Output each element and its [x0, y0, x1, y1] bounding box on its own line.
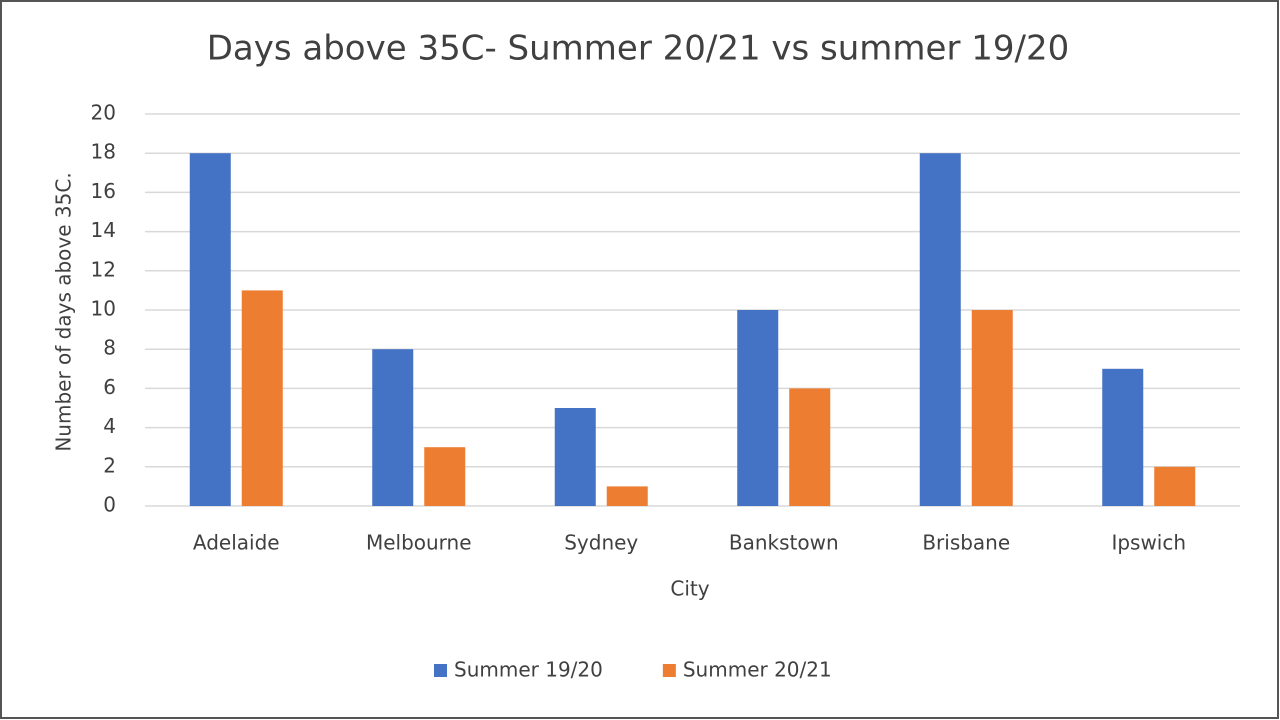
x-tick-label: Sydney	[564, 531, 638, 555]
x-tick-label: Adelaide	[193, 531, 280, 555]
y-tick-label: 2	[103, 453, 116, 477]
y-tick-label: 14	[91, 218, 116, 242]
bar	[971, 310, 1013, 506]
y-tick-label: 18	[91, 140, 116, 164]
legend-label: Summer 19/20	[454, 658, 603, 682]
legend-label: Summer 20/21	[683, 658, 832, 682]
x-tick-label: Ipswich	[1111, 531, 1186, 555]
legend-swatch	[434, 664, 447, 677]
bar	[1154, 466, 1196, 506]
chart-title: Days above 35C- Summer 20/21 vs summer 1…	[207, 29, 1070, 69]
x-axis-title: City	[670, 577, 709, 601]
bar	[1102, 368, 1144, 506]
bar	[189, 153, 231, 506]
x-tick-label: Brisbane	[922, 531, 1010, 555]
bar	[606, 486, 648, 506]
y-tick-label: 6	[103, 375, 116, 399]
y-tick-label: 4	[103, 414, 116, 438]
bar	[737, 310, 779, 506]
y-tick-label: 20	[91, 101, 116, 125]
bar	[789, 388, 831, 506]
legend-swatch	[662, 664, 676, 677]
bar	[372, 349, 414, 506]
x-tick-label: Bankstown	[729, 531, 839, 555]
y-tick-label: 8	[103, 336, 116, 360]
y-tick-label: 16	[91, 179, 116, 203]
bar	[241, 290, 283, 506]
bar	[554, 408, 596, 506]
x-tick-label: Melbourne	[366, 531, 472, 555]
y-tick-label: 0	[103, 493, 116, 517]
y-tick-label: 12	[91, 257, 116, 281]
y-tick-label: 10	[91, 297, 116, 321]
bar	[424, 447, 466, 506]
bar	[919, 153, 961, 506]
y-axis-title: Number of days above 35C.	[52, 172, 76, 451]
